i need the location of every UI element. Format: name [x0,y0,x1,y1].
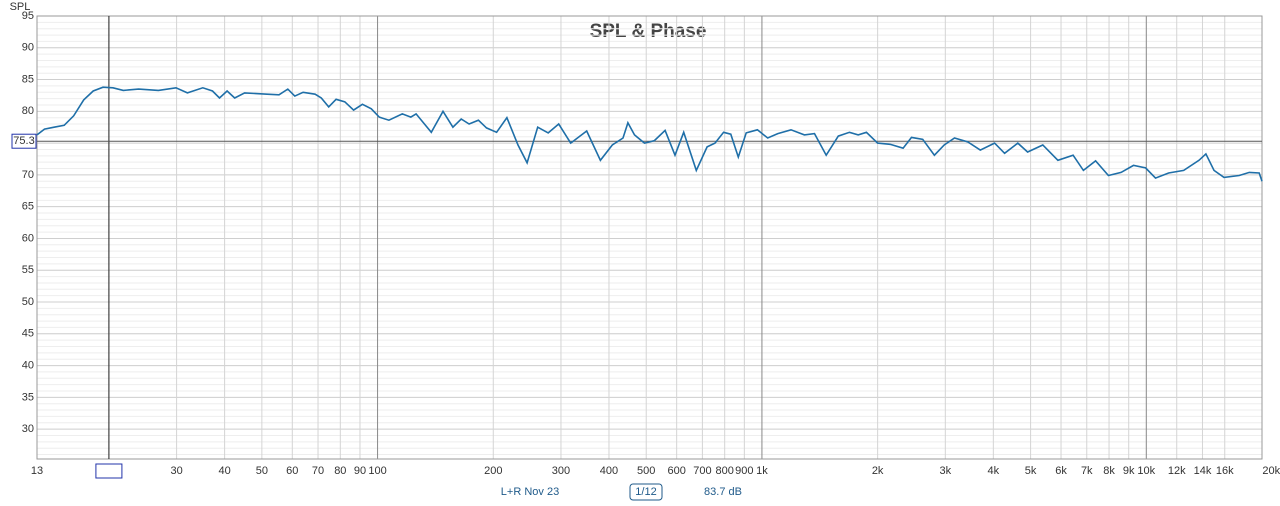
x-tick-label: 500 [637,465,655,477]
x-tick-label: 10k [1137,465,1155,477]
x-tick-label: 300 [552,465,570,477]
chart-title: SPL & Phase [590,21,707,42]
x-tick-label: 700 [693,465,711,477]
x-tick-label: 9k [1123,465,1135,477]
y-tick-label: 95 [22,10,34,22]
x-tick-label: 60 [286,465,298,477]
cursor-x-box [95,463,123,479]
y-tick-label: 30 [22,423,34,435]
x-tick-label: 8k [1103,465,1115,477]
readout: 83.7 dB [704,486,742,498]
x-tick-label: 14k [1194,465,1212,477]
x-tick-label: 80 [334,465,346,477]
y-tick-label: 70 [22,169,34,181]
x-tick-label: 900 [735,465,753,477]
x-tick-label: 200 [484,465,502,477]
y-tick-label: 90 [22,42,34,54]
cursor-y-box [11,133,37,149]
y-tick-label: 60 [22,232,34,244]
y-tick-label: 85 [22,73,34,85]
x-tick-label: 30 [170,465,182,477]
x-tick-label: 2k [872,465,884,477]
y-axis-label: SPL [10,1,31,13]
x-tick-label: 400 [600,465,618,477]
legend-entry[interactable]: L+R Nov 23 [501,486,559,498]
x-tick-label: 13 [31,465,43,477]
x-tick-label: 5k [1025,465,1037,477]
smoothing[interactable]: 1/12 [635,486,656,498]
x-tick-label: 4k [988,465,1000,477]
plot-frame [36,15,1263,460]
x-tick-label: 600 [667,465,685,477]
smoothing-box[interactable] [629,483,663,501]
cursor-y-label: 75.3 [13,135,34,147]
y-tick-label: 80 [22,105,34,117]
x-tick-label: 50 [256,465,268,477]
y-tick-label: 50 [22,296,34,308]
x-tick-label: 3k [940,465,952,477]
y-tick-label: 65 [22,201,34,213]
x-tick-label: 40 [218,465,230,477]
y-tick-label: 40 [22,359,34,371]
y-tick-label: 35 [22,391,34,403]
x-tick-label: 90 [354,465,366,477]
x-tick-label: 1k [756,465,768,477]
x-tick-label: 7k [1081,465,1093,477]
x-tick-label: 70 [312,465,324,477]
x-tick-label: 20kHz [1262,465,1280,477]
line-series [36,86,1263,182]
y-tick-label: 55 [22,264,34,276]
x-tick-label: 100 [368,465,386,477]
x-tick-label: 12k [1168,465,1186,477]
x-tick-label: 16k [1216,465,1234,477]
y-tick-label: 45 [22,328,34,340]
x-tick-label: 800 [716,465,734,477]
x-tick-label: 6k [1055,465,1067,477]
